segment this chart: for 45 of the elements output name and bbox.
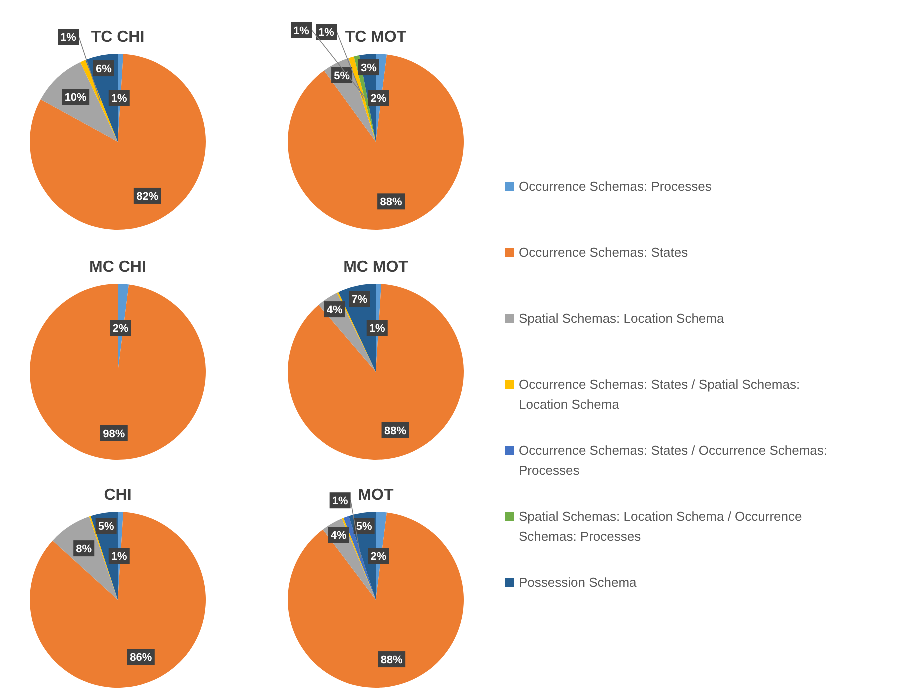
data-label: 7% xyxy=(352,294,368,306)
data-label: 88% xyxy=(380,196,403,209)
data-label: 1% xyxy=(111,551,128,564)
chart-title: TC MOT xyxy=(345,29,407,46)
data-label: 1% xyxy=(369,323,386,336)
data-label: 1% xyxy=(60,32,77,44)
chart-title: MC CHI xyxy=(90,259,146,276)
data-label: 6% xyxy=(96,64,112,76)
data-label: 10% xyxy=(64,92,88,104)
legend-label: Occurrence Schemas: States / Spatial Schemas: Location Schema xyxy=(519,377,800,412)
data-label: 1% xyxy=(111,93,128,106)
data-label: 88% xyxy=(384,425,407,438)
data-label: 86% xyxy=(130,652,152,664)
data-label: 88% xyxy=(380,654,404,667)
pie-slice xyxy=(288,54,464,230)
pie-slice xyxy=(30,54,206,230)
pie-slice xyxy=(30,512,206,688)
data-label: 2% xyxy=(112,323,129,336)
data-label: 8% xyxy=(76,544,92,556)
data-label: 5% xyxy=(334,70,350,82)
pie-slice xyxy=(288,512,464,688)
chart-title: CHI xyxy=(104,487,132,504)
data-label: 1% xyxy=(294,25,310,38)
chart-title: TC CHI xyxy=(91,29,145,46)
data-label: 82% xyxy=(136,190,159,203)
pie-slice xyxy=(288,284,464,460)
data-label: 2% xyxy=(370,93,387,106)
pie-slice xyxy=(30,284,206,460)
data-label: 3% xyxy=(361,62,378,75)
data-label: 1% xyxy=(332,496,348,508)
legend-label: Spatial Schemas: Location Schema xyxy=(519,311,725,326)
legend-label: Possession Schema xyxy=(519,575,638,590)
data-label: 98% xyxy=(103,428,126,440)
data-label: 5% xyxy=(356,521,372,534)
data-label: 2% xyxy=(370,551,387,564)
chart-title: MC MOT xyxy=(344,259,409,276)
chart-title: MOT xyxy=(358,487,394,504)
legend-label: Occurrence Schemas: States / Occurrence Schemas: Processes xyxy=(519,443,828,478)
data-label: 4% xyxy=(326,304,344,317)
data-label: 1% xyxy=(318,27,335,40)
legend-label: Occurrence Schemas: States xyxy=(519,245,689,260)
legend-label: Occurrence Schemas: Processes xyxy=(519,179,712,194)
data-label: 4% xyxy=(330,530,347,542)
legend-label: Spatial Schemas: Location Schema / Occurrence Schemas: Processes xyxy=(519,509,802,544)
data-label: 5% xyxy=(98,521,114,534)
